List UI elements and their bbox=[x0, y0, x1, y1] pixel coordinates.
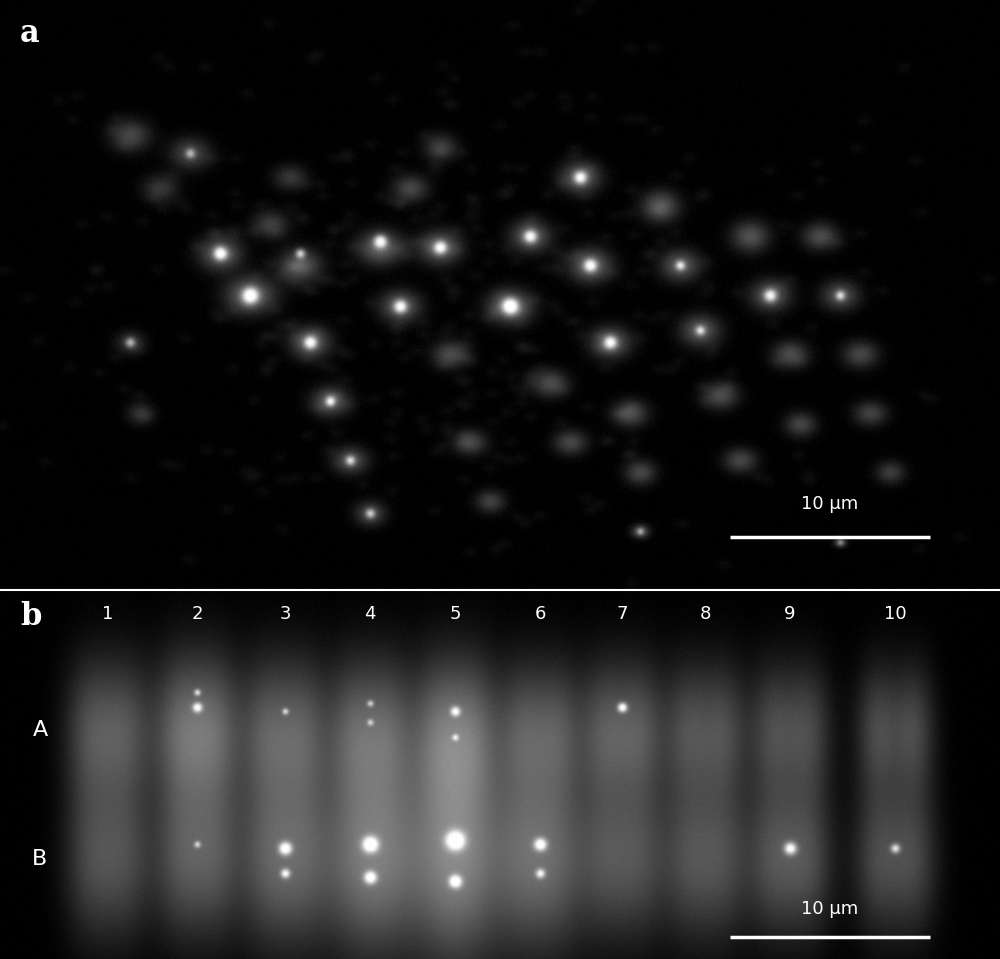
Text: B: B bbox=[32, 850, 48, 869]
Text: 9: 9 bbox=[784, 604, 796, 622]
Text: 7: 7 bbox=[616, 604, 628, 622]
Text: 5: 5 bbox=[449, 604, 461, 622]
Text: 10: 10 bbox=[884, 604, 906, 622]
Text: b: b bbox=[20, 601, 41, 632]
Text: 1: 1 bbox=[102, 604, 114, 622]
Text: a: a bbox=[20, 17, 40, 49]
Text: 10 μm: 10 μm bbox=[801, 901, 859, 919]
Text: A: A bbox=[32, 720, 48, 740]
Text: 4: 4 bbox=[364, 604, 376, 622]
Text: 2: 2 bbox=[191, 604, 203, 622]
Text: 8: 8 bbox=[699, 604, 711, 622]
Text: 6: 6 bbox=[534, 604, 546, 622]
Text: 10 μm: 10 μm bbox=[801, 495, 859, 513]
Text: 3: 3 bbox=[279, 604, 291, 622]
